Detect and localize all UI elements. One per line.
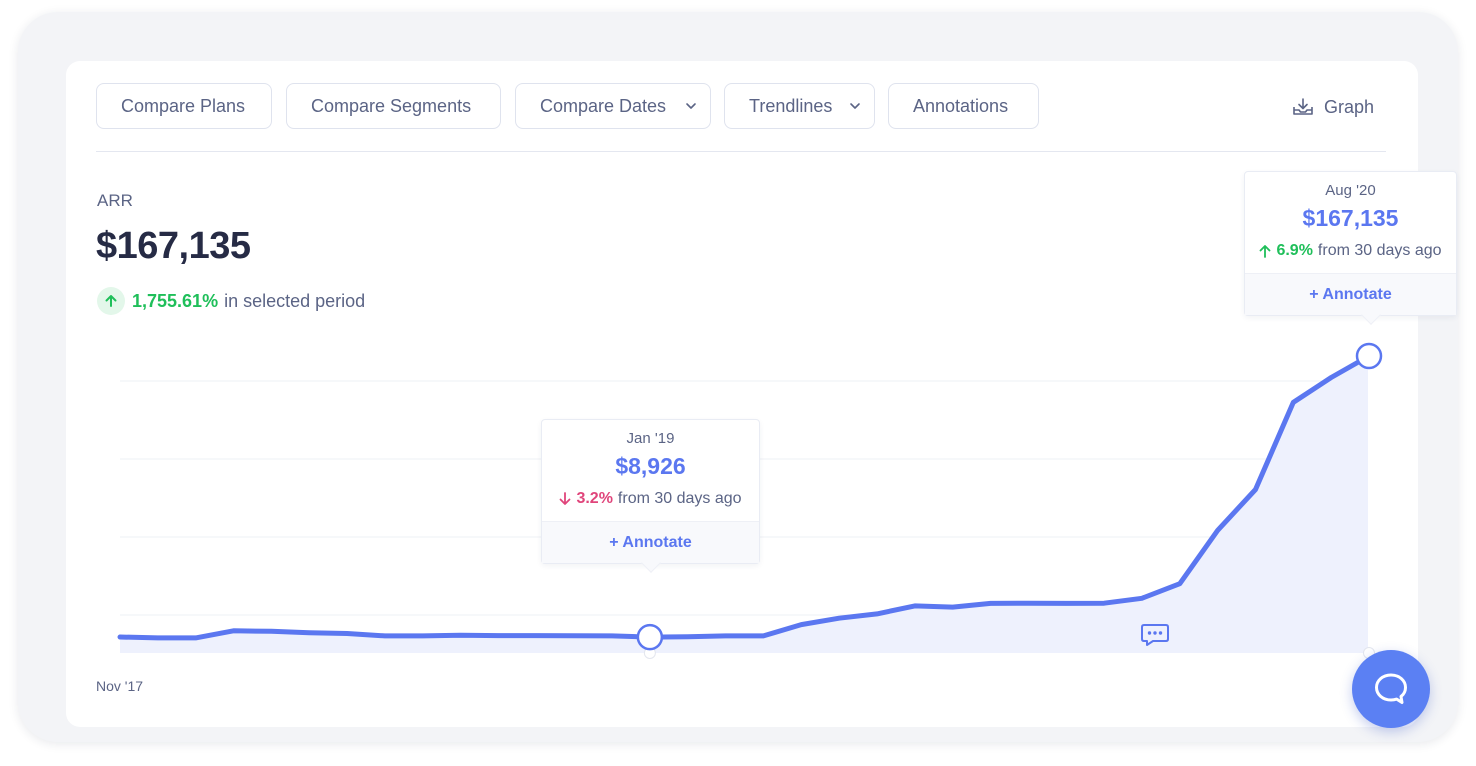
trendlines-dropdown[interactable]: Trendlines [724,83,875,129]
annotations-button[interactable]: Annotations [888,83,1039,129]
compare-dates-dropdown[interactable]: Compare Dates [515,83,711,129]
metric-change: 1,755.61% in selected period [97,287,365,315]
arrow-up-icon [1260,245,1271,258]
arr-line [117,353,1372,641]
chat-launcher-button[interactable] [1352,650,1430,728]
compare-plans-button[interactable]: Compare Plans [96,83,272,129]
comment-annotation-icon[interactable] [1141,623,1169,647]
annotate-button[interactable]: + Annotate [1245,273,1456,315]
chat-bubble-icon [1375,673,1407,704]
metric-label: ARR [97,191,133,210]
tooltip-value: $8,926 [615,453,686,479]
tooltip-change: 3.2% from 30 days ago [542,490,759,508]
tooltip-value: $167,135 [1302,205,1399,231]
compare-dates-label: Compare Dates [540,95,667,116]
arrow-down-icon [560,492,571,505]
graph-export-button[interactable]: Graph [1292,93,1374,121]
compare-plans-label: Compare Plans [121,95,246,116]
chevron-down-icon [686,103,696,109]
compare-segments-button[interactable]: Compare Segments [286,83,501,129]
highlighted-data-point[interactable] [636,623,664,651]
tooltip-jan-19: Jan '19 $8,926 3.2% from 30 days ago + A… [541,419,760,573]
graph-label: Graph [1324,96,1375,117]
chevron-down-icon [850,103,860,109]
trendlines-label: Trendlines [749,95,833,116]
annotations-label: Annotations [913,95,1009,116]
tooltip-date: Jan '19 [626,430,675,447]
tooltip-change-pct: 3.2% [576,490,613,507]
tooltip-change-pct: 6.9% [1276,242,1313,259]
metric-value: $167,135 [96,225,251,267]
change-percent: 1,755.61% [132,290,219,311]
tooltip-aug-20: Aug '20 $167,135 6.9% from 30 days ago +… [1244,171,1457,325]
area-fill [120,356,1369,653]
highlighted-data-point[interactable] [1355,342,1383,370]
tooltip-change: 6.9% from 30 days ago [1245,242,1456,260]
compare-segments-label: Compare Segments [311,95,472,116]
data-points [636,342,1383,651]
toolbar-divider [96,151,1386,152]
arrow-up-icon [97,287,125,315]
x-tick-label: Nov '17 [96,678,144,694]
tooltip-date: Aug '20 [1325,182,1376,199]
download-tray-icon [1293,98,1313,115]
change-description: in selected period [224,290,366,311]
tooltip-change-text: from 30 days ago [1317,242,1442,259]
tooltip-change-text: from 30 days ago [617,490,742,507]
